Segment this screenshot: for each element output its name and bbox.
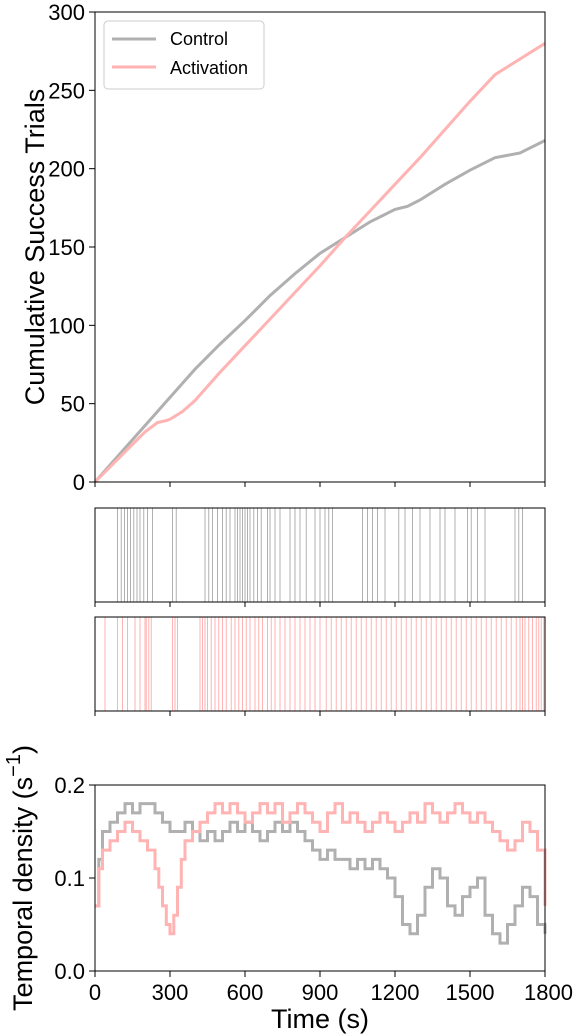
density-y-label: Temporal density (s−1) bbox=[3, 745, 38, 1011]
cumulative-x-ticks bbox=[94, 482, 546, 487]
control-raster-x-ticks bbox=[94, 602, 546, 607]
series-line-activation bbox=[93, 42, 546, 484]
cumulative-panel: 0 50 100 150 200 250 300 Cumulative Success Tr… bbox=[20, 0, 546, 495]
density-lines bbox=[95, 802, 547, 945]
x-tick-label: 1800 bbox=[524, 980, 573, 1005]
y-tick-label: 300 bbox=[48, 0, 85, 25]
activation-events bbox=[104, 617, 545, 711]
cumulative-y-label: Cumulative Success Trials bbox=[20, 89, 50, 406]
density-y-label-main: Temporal density (s bbox=[8, 777, 38, 1011]
control-raster-panel bbox=[94, 507, 546, 607]
y-tick-label: 100 bbox=[48, 313, 85, 338]
legend-label-control: Control bbox=[170, 29, 228, 49]
density-y-label-sup: −1 bbox=[3, 754, 25, 777]
density-y-ticks: 0.0 0.1 0.2 bbox=[54, 773, 95, 984]
legend: Control Activation bbox=[103, 20, 265, 90]
activation-raster-panel bbox=[94, 616, 546, 716]
y-tick-label: 0.2 bbox=[54, 773, 85, 798]
y-tick-label: 200 bbox=[48, 157, 85, 182]
legend-label-activation: Activation bbox=[170, 58, 248, 78]
x-tick-label: 300 bbox=[152, 980, 189, 1005]
control-events bbox=[117, 508, 523, 602]
cumulative-lines bbox=[93, 42, 546, 484]
density-x-label: Time (s) bbox=[271, 1004, 369, 1034]
activation-raster-x-ticks bbox=[94, 711, 546, 716]
density-x-ticks: 0 300 600 900 1200 1500 1800 bbox=[89, 971, 573, 1005]
x-tick-label: 900 bbox=[302, 980, 339, 1005]
y-tick-label: 150 bbox=[48, 235, 85, 260]
x-tick-label: 0 bbox=[89, 980, 101, 1005]
density-panel: 0.0 0.1 0.2 0 300 600 900 1200 1500 1800 Tempora… bbox=[3, 745, 573, 1034]
series-line-control bbox=[93, 139, 546, 483]
y-tick-label: 0.0 bbox=[54, 959, 85, 984]
y-tick-label: 50 bbox=[61, 392, 85, 417]
x-tick-label: 600 bbox=[227, 980, 264, 1005]
y-tick-label: 0 bbox=[73, 470, 85, 495]
y-tick-label: 0.1 bbox=[54, 866, 85, 891]
cumulative-y-ticks: 0 50 100 150 200 250 300 bbox=[48, 0, 95, 495]
density-line-activation bbox=[95, 802, 547, 936]
x-tick-label: 1500 bbox=[446, 980, 495, 1005]
y-tick-label: 250 bbox=[48, 78, 85, 103]
x-tick-label: 1200 bbox=[371, 980, 420, 1005]
density-y-label-close: ) bbox=[8, 745, 38, 754]
density-line-control bbox=[95, 802, 547, 945]
